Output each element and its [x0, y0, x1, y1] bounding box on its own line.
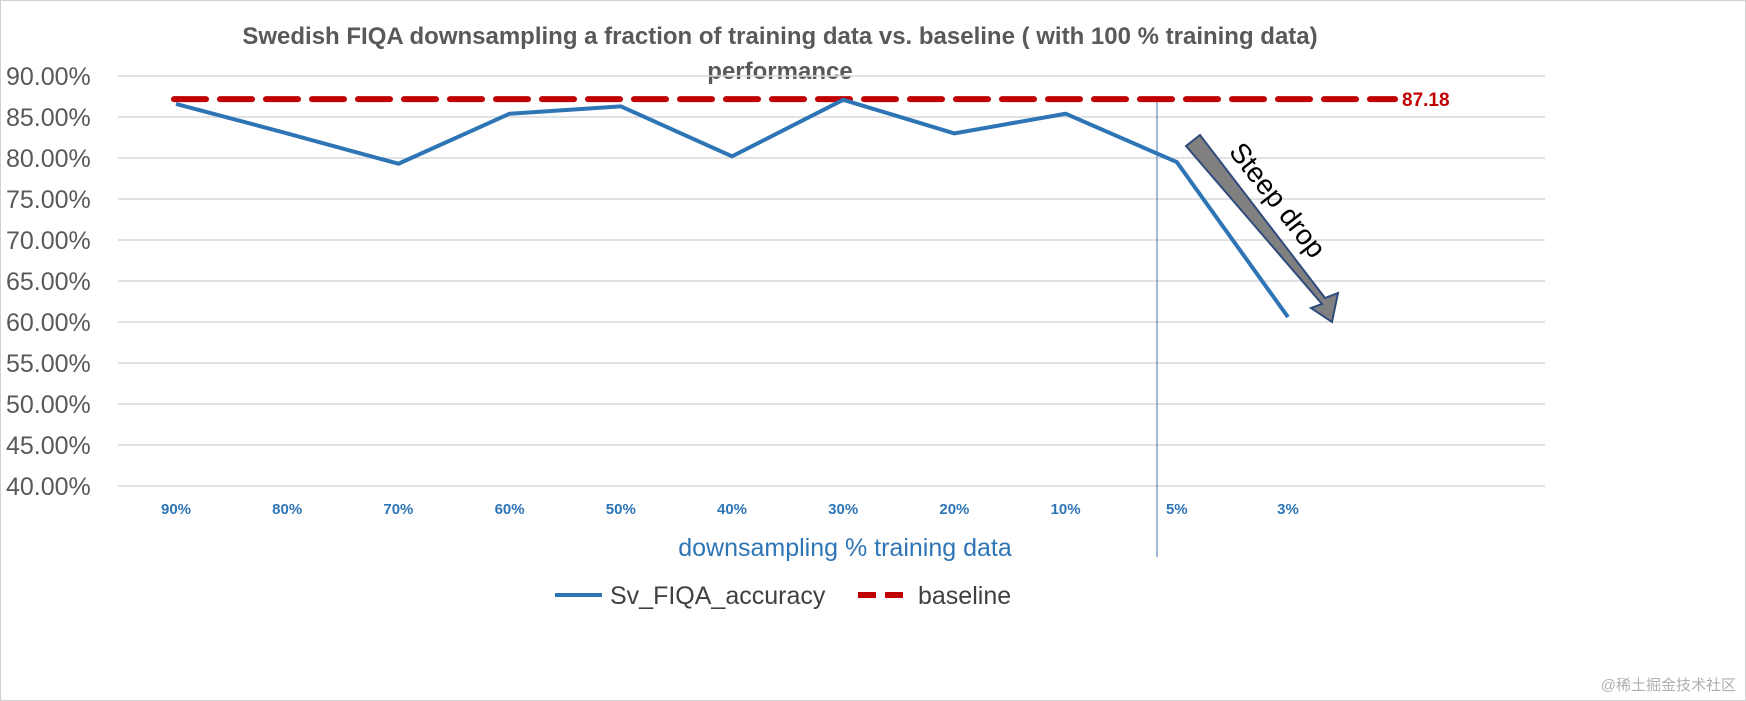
steep-drop-arrow-icon: [1184, 133, 1340, 324]
x-tick-label: 50%: [606, 501, 636, 518]
x-tick-label: 3%: [1277, 501, 1299, 518]
legend: Sv_FIQA_accuracy baseline: [555, 582, 1011, 610]
watermark: @稀土掘金技术社区: [1600, 677, 1736, 694]
y-tick-label: 45.00%: [6, 432, 91, 460]
x-tick-label: 20%: [939, 501, 969, 518]
y-tick-label: 75.00%: [6, 186, 91, 214]
x-tick-label: 90%: [161, 501, 191, 518]
chart-title-line-2: performance: [707, 58, 852, 85]
y-tick-label: 55.00%: [6, 350, 91, 378]
x-tick-label: 5%: [1166, 501, 1188, 518]
legend-label-accuracy: Sv_FIQA_accuracy: [610, 582, 826, 610]
y-tick-label: 85.00%: [6, 104, 91, 132]
accuracy-series-line: [175, 97, 1290, 319]
y-tick-label: 40.00%: [6, 473, 91, 501]
legend-label-baseline: baseline: [918, 582, 1011, 610]
steep-drop-annotation: Steep drop: [1184, 133, 1340, 324]
x-tick-label: 80%: [272, 501, 302, 518]
y-tick-label: 70.00%: [6, 227, 91, 255]
y-tick-label: 50.00%: [6, 391, 91, 419]
chart-title-line-1: Swedish FIQA downsampling a fraction of …: [242, 23, 1317, 50]
x-tick-label: 60%: [495, 501, 525, 518]
baseline-data-label: 87.18: [1402, 90, 1450, 111]
y-tick-label: 80.00%: [6, 145, 91, 173]
x-tick-label: 30%: [828, 501, 858, 518]
x-tick-label: 70%: [383, 501, 413, 518]
x-axis-label: downsampling % training data: [678, 534, 1012, 562]
x-tick-label: 40%: [717, 501, 747, 518]
y-tick-label: 65.00%: [6, 268, 91, 296]
y-tick-label: 60.00%: [6, 309, 91, 337]
x-tick-label: 10%: [1051, 501, 1081, 518]
y-tick-label: 90.00%: [6, 63, 91, 91]
